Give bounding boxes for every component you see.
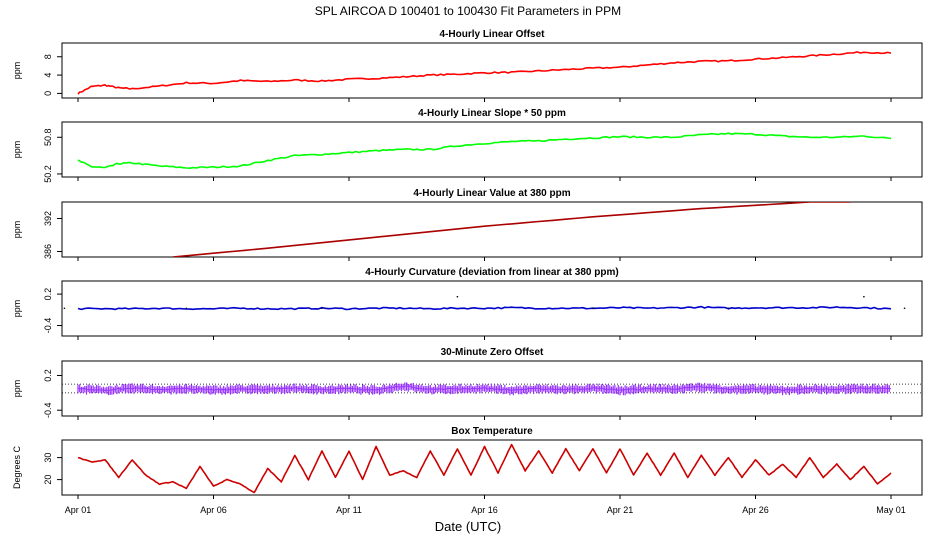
series-dot [63, 307, 66, 310]
panel-frame [61, 42, 923, 99]
y-tick-label: 50.2 [43, 165, 53, 183]
panel-frame [61, 121, 923, 178]
panel-frame [61, 201, 923, 258]
y-tick-label: 4 [43, 73, 53, 78]
panel-title: Box Temperature [451, 426, 533, 437]
panel-title: 30-Minute Zero Offset [441, 347, 544, 358]
series-line [77, 305, 892, 311]
x-tick-label: Apr 16 [471, 505, 498, 515]
series-dot [321, 307, 323, 310]
panel-3: 4-Hourly Linear Value at 380 ppm 386 392 pp… [12, 188, 923, 261]
series-dot [185, 307, 188, 310]
series-line [172, 202, 851, 257]
series-dot [727, 307, 730, 310]
panel-4: 4-Hourly Curvature (deviation from linea… [12, 267, 923, 340]
panel-1: 4-Hourly Linear Offset 0 4 8 ppm [12, 29, 923, 102]
series-dot [903, 307, 906, 310]
x-axis-label: Date (UTC) [435, 519, 501, 534]
panel-frame [61, 439, 923, 496]
y-tick-label: 386 [43, 244, 53, 259]
x-tick-label: Apr 26 [742, 505, 769, 515]
series-dot [863, 295, 865, 298]
x-tick-label: Apr 21 [607, 505, 634, 515]
y-axis-label: Degrees C [12, 445, 22, 489]
figure-title: SPL AIRCOA D 100401 to 100430 Fit Parame… [315, 4, 621, 18]
panel-title: 4-Hourly Curvature (deviation from linea… [365, 267, 618, 278]
y-tick-label: 30 [43, 453, 53, 463]
y-tick-label: 0.2 [43, 369, 53, 382]
panel-5: 30-Minute Zero Offset -0.4 0.2 ppm [12, 347, 923, 420]
y-tick-label: 0.2 [43, 288, 53, 301]
y-axis-label: ppm [12, 221, 22, 239]
y-axis-label: ppm [12, 141, 22, 159]
y-tick-label: 0 [43, 91, 53, 96]
panel-frame [61, 280, 923, 337]
panel-title: 4-Hourly Linear Value at 380 ppm [413, 188, 570, 199]
series-dot [592, 307, 594, 310]
series-dot [456, 295, 459, 298]
x-tick-label: May 01 [876, 505, 906, 515]
series-line [77, 51, 892, 95]
y-tick-label: 8 [43, 54, 53, 59]
y-tick-label: 392 [43, 211, 53, 226]
x-tick-label: Apr 11 [336, 505, 362, 515]
y-tick-label: 20 [43, 475, 53, 485]
date-axis: Apr 01 Apr 06 Apr 11 Apr 16 Apr 21 Apr 26 May … [65, 505, 906, 515]
panel-title: 4-Hourly Linear Slope * 50 ppm [418, 108, 566, 119]
series-line [77, 132, 892, 169]
x-tick-label: Apr 06 [200, 505, 227, 515]
x-tick-label: Apr 01 [65, 505, 92, 515]
panel-6: Box Temperature 20 30 Degrees C [12, 426, 923, 499]
panel-2: 4-Hourly Linear Slope * 50 ppm 50.2 50.8 pp… [12, 108, 923, 183]
y-tick-label: -0.4 [43, 402, 53, 418]
series-line [77, 443, 892, 494]
y-axis-label: ppm [12, 300, 22, 318]
panel-frame [61, 360, 923, 417]
y-axis-label: ppm [12, 62, 22, 80]
series-line [77, 385, 892, 392]
y-tick-label: 50.8 [43, 129, 53, 147]
y-axis-label: ppm [12, 380, 22, 398]
y-tick-label: -0.4 [43, 318, 53, 334]
panel-title: 4-Hourly Linear Offset [439, 29, 545, 40]
